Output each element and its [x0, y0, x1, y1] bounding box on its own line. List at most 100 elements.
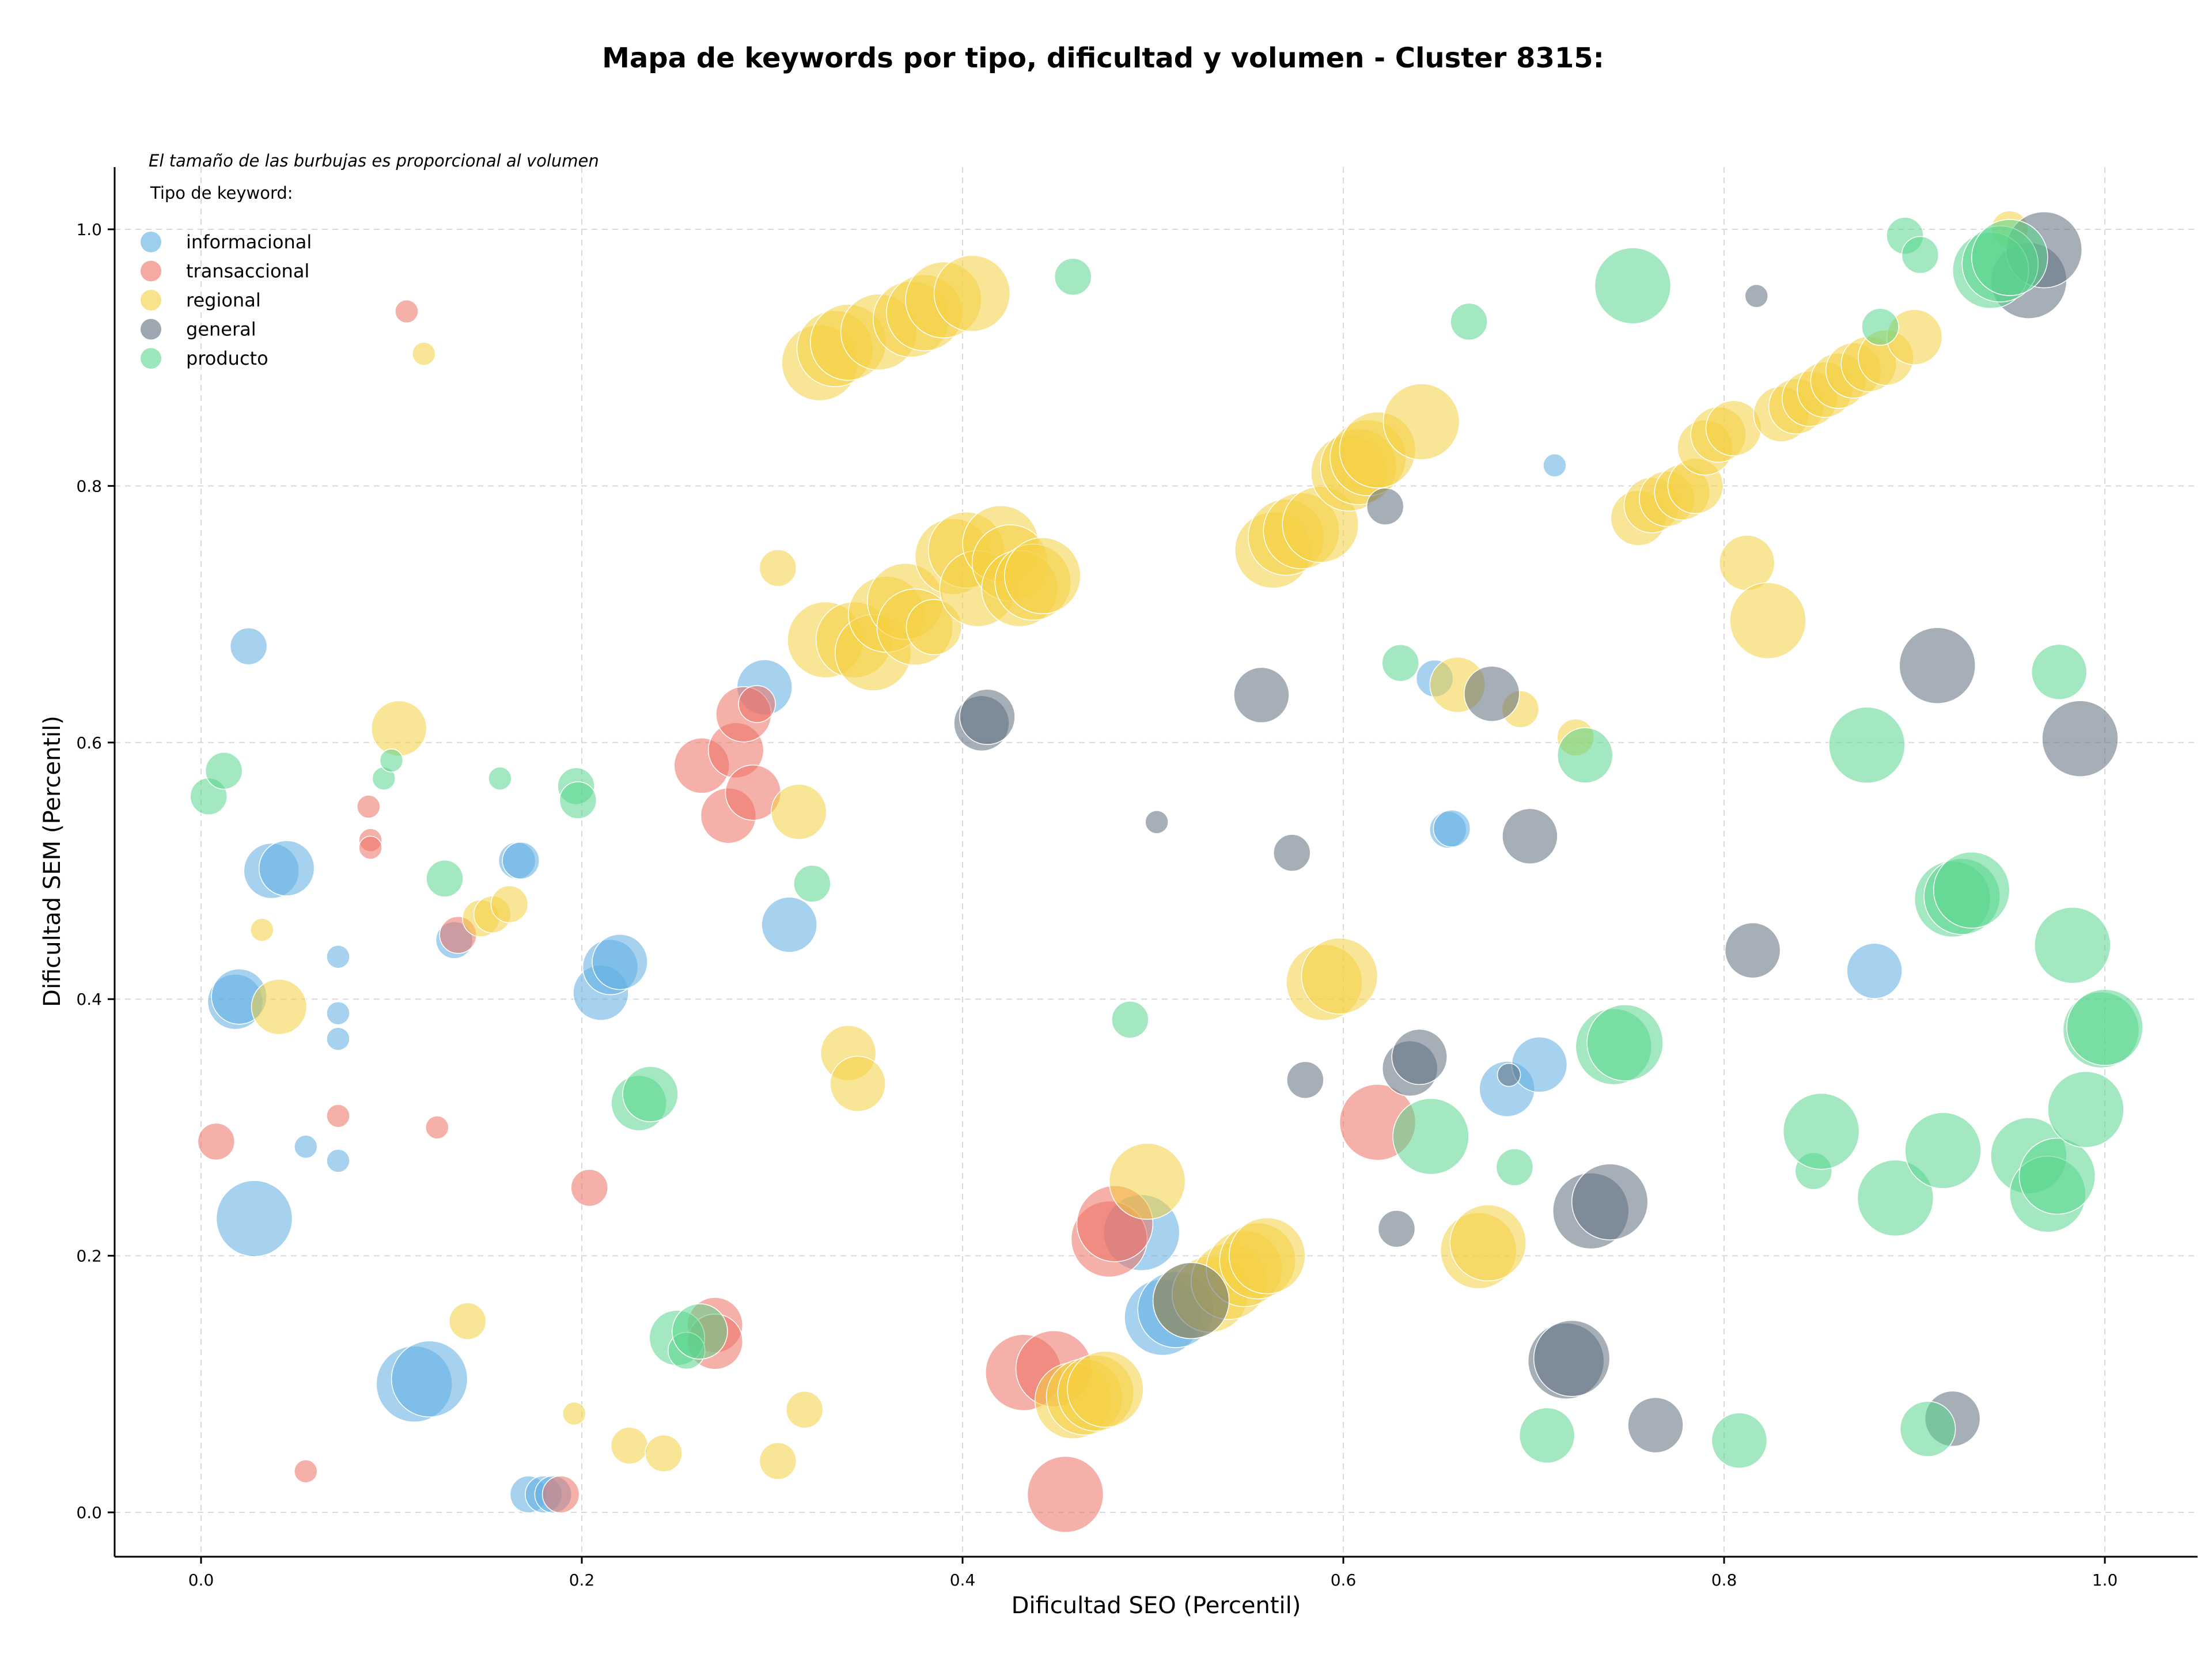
bubble-general — [1377, 1210, 1416, 1248]
bubbles — [190, 210, 2143, 1533]
bubble-regional — [562, 1401, 586, 1426]
bubble-producto — [2034, 906, 2111, 984]
bubble-informacional — [761, 896, 817, 953]
legend-label-transaccional: transaccional — [186, 260, 309, 282]
bubble-producto — [559, 781, 597, 819]
bubble-general — [1152, 1262, 1230, 1340]
bubble-informacional — [1511, 1036, 1568, 1093]
bubble-regional — [771, 784, 827, 840]
bubble-transaccional — [570, 1168, 608, 1207]
legend-label-regional: regional — [186, 289, 261, 311]
bubble-producto — [793, 865, 831, 903]
bubble-regional — [250, 918, 274, 942]
bubble-producto — [1518, 1407, 1575, 1464]
bubble-regional — [370, 700, 427, 757]
bubble-producto — [2031, 644, 2088, 701]
bubble-informacional — [391, 1340, 468, 1418]
legend-marker-general — [141, 319, 161, 340]
x-tick-label: 0.0 — [188, 1571, 214, 1590]
bubble-producto — [622, 1066, 679, 1122]
bubble-informacional — [258, 840, 315, 896]
bubble-producto — [1904, 1112, 1982, 1189]
legend-marker-producto — [141, 348, 161, 369]
series-producto — [190, 217, 2143, 1469]
chart-title: Mapa de keywords por tipo, dificultad y … — [602, 42, 1604, 74]
bubble-producto — [1857, 1159, 1934, 1237]
bubble-informacional — [294, 1134, 318, 1159]
legend-title: Tipo de keyword: — [150, 183, 293, 203]
y-axis-label: Dificultad SEM (Percentil) — [39, 716, 66, 1007]
bubble-general — [1497, 1062, 1521, 1087]
y-tick-label: 1.0 — [76, 220, 102, 239]
bubble-informacional — [592, 933, 648, 990]
bubble-informacional — [326, 1001, 350, 1026]
bubble-producto — [1861, 308, 1899, 346]
bubble-general — [1502, 808, 1558, 865]
bubble-producto — [2066, 989, 2143, 1066]
x-axis-label: Dificultad SEO (Percentil) — [1012, 1592, 1301, 1619]
bubble-producto — [426, 860, 464, 898]
bubble-regional — [759, 549, 797, 587]
bubble-transaccional — [358, 835, 382, 860]
bubble-producto — [1495, 1148, 1534, 1186]
bubble-regional — [1004, 537, 1081, 615]
bubble-regional — [251, 978, 308, 1035]
bubble-producto — [379, 748, 404, 773]
x-tick-label: 0.4 — [950, 1571, 976, 1590]
bubble-producto — [1594, 247, 1672, 324]
legend-marker-regional — [141, 290, 161, 311]
bubble-producto — [672, 1303, 728, 1360]
bubble-regional — [1229, 1217, 1306, 1295]
bubble-informacional — [1433, 809, 1471, 847]
bubble-producto — [1782, 1092, 1860, 1170]
bubble-regional — [785, 1391, 824, 1429]
x-tick-label: 1.0 — [2092, 1571, 2118, 1590]
bubble-general — [1233, 667, 1290, 724]
bubble-regional — [906, 599, 963, 656]
bubble-regional — [448, 1302, 487, 1340]
bubble-producto — [1111, 1001, 1149, 1039]
legend-marker-transaccional — [141, 260, 161, 282]
bubble-producto — [1933, 852, 2010, 929]
bubble-regional — [490, 885, 529, 924]
bubble-producto — [1450, 302, 1488, 341]
bubble-regional — [1067, 1350, 1144, 1428]
bubble-transaccional — [425, 1115, 449, 1140]
bubble-informacional — [215, 1180, 293, 1257]
bubble-general — [1627, 1397, 1684, 1454]
ticks: 0.0 0.0 0.2 0.2 0.4 0.4 0.6 0.6 0.8 0.8 1.0 1.0 — [76, 220, 2118, 1590]
y-tick-label: 0.6 — [76, 733, 102, 752]
bubble-general — [1366, 487, 1404, 525]
bubble-producto — [2018, 1137, 2096, 1215]
x-tick-label: 0.8 — [1711, 1571, 1737, 1590]
bubble-regional — [759, 1442, 797, 1480]
bubble-general — [1899, 627, 1976, 704]
legend-label-general: general — [186, 319, 256, 340]
bubble-regional — [610, 1427, 649, 1465]
x-tick-label: 0.2 — [569, 1571, 595, 1590]
bubble-transaccional — [294, 1459, 318, 1484]
bubble-general — [1145, 810, 1169, 834]
bubble-transaccional — [357, 794, 381, 819]
bubble-transaccional — [197, 1122, 236, 1161]
bubble-producto — [1899, 1401, 1956, 1457]
bubble-producto — [1828, 706, 1906, 784]
grid — [115, 167, 2198, 1557]
bubble-general — [2041, 700, 2119, 777]
bubble-producto — [488, 766, 512, 790]
legend-label-producto: producto — [186, 347, 268, 369]
bubble-transaccional — [738, 685, 776, 723]
bubble-informacional — [1846, 943, 1903, 999]
y-tick-label: 0.8 — [76, 476, 102, 495]
bubble-producto — [1054, 258, 1092, 296]
bubble-transaccional — [541, 1475, 580, 1514]
size-note: El tamaño de las burbujas es proporciona… — [149, 151, 599, 171]
bubble-producto — [1556, 727, 1613, 784]
bubble-regional — [830, 1055, 886, 1112]
bubble-regional — [645, 1434, 683, 1473]
legend: informacional transaccional regional genera… — [141, 231, 312, 369]
y-tick-label: 0.0 — [76, 1503, 102, 1522]
series-regional — [250, 210, 2029, 1480]
bubble-regional — [411, 342, 436, 366]
